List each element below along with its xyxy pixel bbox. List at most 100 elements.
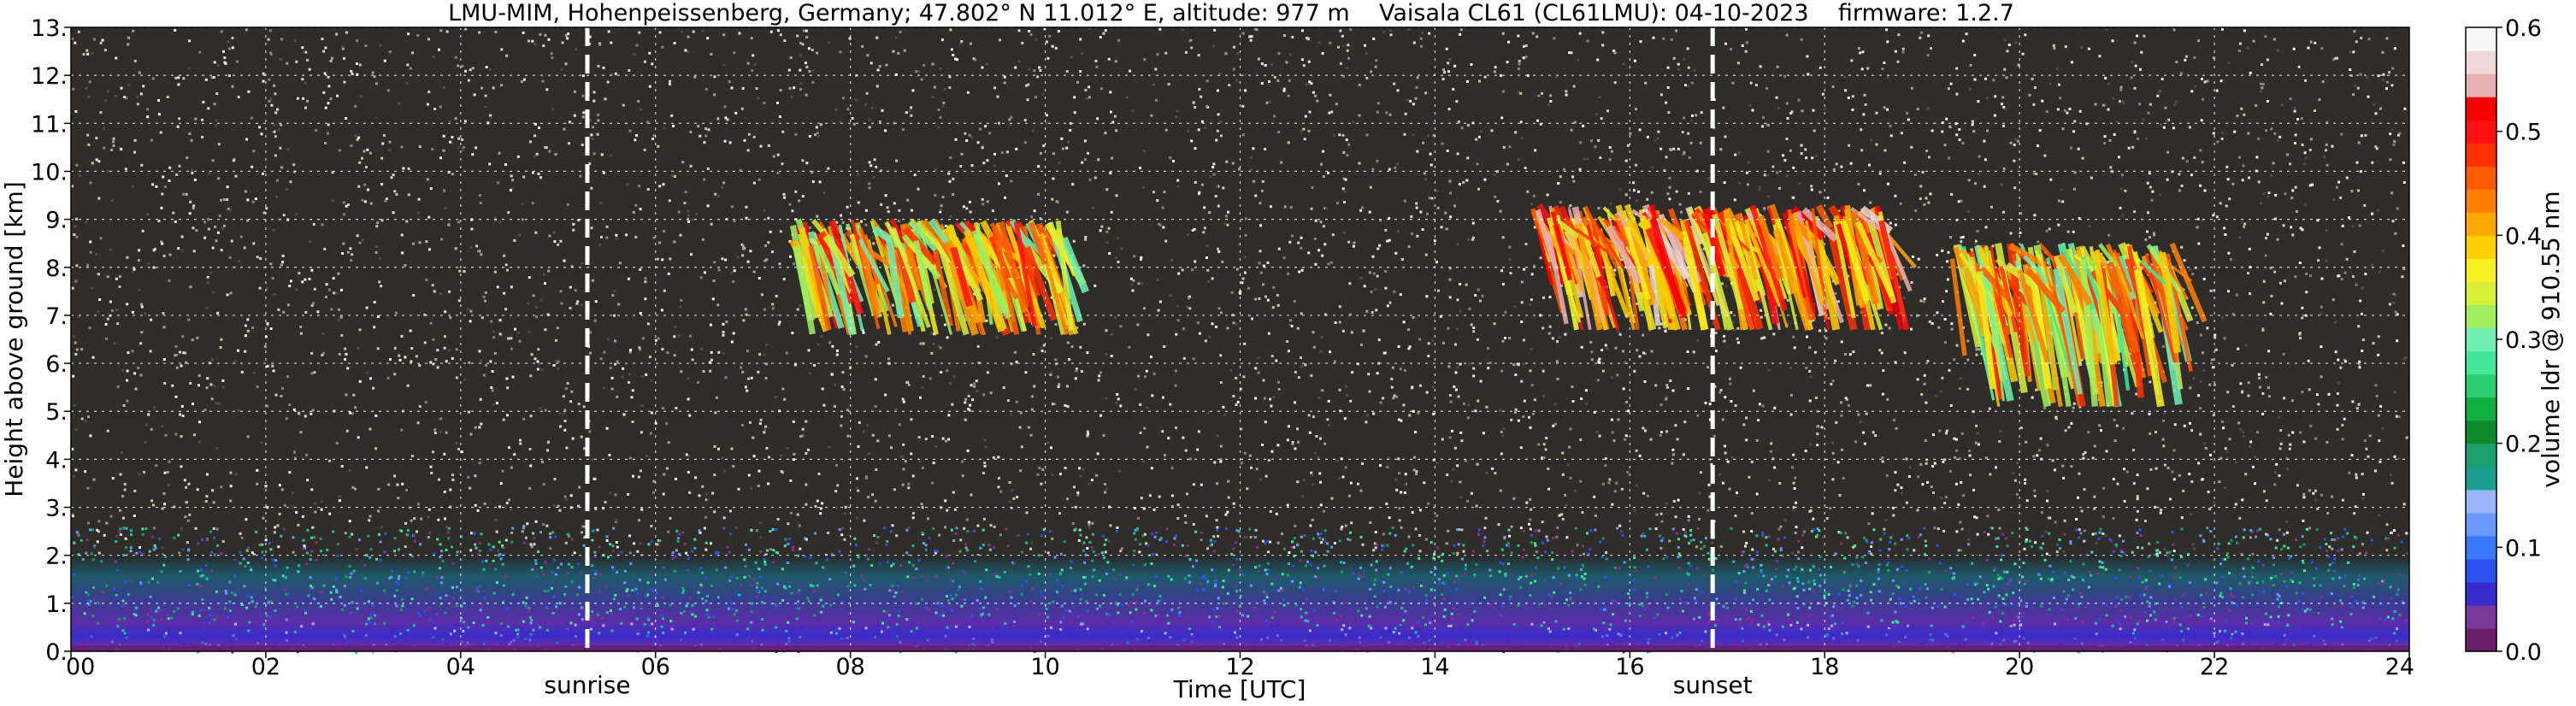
noise-speck (1015, 361, 1018, 364)
noise-speck (2136, 495, 2139, 498)
noise-speck (360, 95, 363, 98)
noise-speck (331, 171, 334, 174)
noise-speck (1907, 118, 1910, 121)
noise-speck (462, 145, 465, 149)
noise-speck (1164, 454, 1166, 457)
noise-speck (809, 226, 812, 229)
noise-speck (1942, 460, 1945, 463)
noise-speck (989, 524, 993, 527)
noise-speck (1244, 271, 1247, 274)
noise-speck (2377, 414, 2380, 417)
noise-speck (959, 42, 962, 45)
noise-speck (145, 423, 149, 427)
noise-speck (2064, 429, 2067, 432)
noise-speck (991, 209, 994, 213)
noise-speck (2009, 141, 2013, 144)
noise-speck (1084, 236, 1088, 238)
noise-speck (1141, 282, 1144, 285)
noise-speck (843, 512, 846, 515)
noise-speck (848, 37, 852, 40)
noise-speck (2042, 542, 2045, 545)
noise-speck (455, 376, 458, 379)
noise-speck (542, 44, 545, 47)
noise-speck (782, 192, 786, 196)
noise-speck (1953, 358, 1956, 362)
noise-speck (1030, 541, 1034, 544)
noise-speck (1288, 240, 1292, 244)
noise-speck (968, 200, 971, 203)
noise-speck (2059, 97, 2062, 100)
noise-speck (1929, 192, 1932, 196)
noise-speck (745, 205, 748, 209)
noise-speck (1065, 210, 1069, 214)
noise-speck (2036, 454, 2039, 457)
noise-speck (722, 333, 725, 337)
noise-speck (1110, 355, 1113, 357)
noise-speck (537, 172, 540, 175)
noise-speck (2230, 257, 2232, 261)
noise-speck (625, 233, 628, 237)
noise-speck (1544, 448, 1547, 451)
noise-speck (1054, 323, 1058, 327)
noise-speck (1085, 536, 1088, 539)
noise-speck (1847, 97, 1850, 99)
noise-speck (2274, 217, 2277, 221)
noise-speck (1894, 489, 1897, 492)
noise-speck (771, 307, 775, 310)
noise-speck (2290, 226, 2293, 229)
noise-speck (251, 165, 254, 168)
noise-speck (193, 179, 197, 181)
noise-speck (118, 146, 121, 150)
noise-speck (244, 334, 247, 338)
noise-speck (2148, 412, 2151, 415)
noise-speck (899, 30, 902, 33)
noise-speck (2290, 197, 2294, 199)
noise-speck (2309, 138, 2313, 141)
noise-speck (871, 493, 875, 497)
noise-speck (343, 80, 346, 84)
noise-speck (1942, 529, 1946, 532)
noise-speck (763, 102, 766, 104)
noise-speck (277, 308, 280, 311)
noise-speck (1524, 56, 1528, 59)
noise-speck (1087, 151, 1089, 155)
noise-speck (722, 469, 726, 473)
noise-speck (877, 340, 881, 344)
noise-speck (2334, 350, 2337, 354)
noise-speck (2185, 55, 2188, 58)
noise-speck (799, 68, 802, 72)
noise-speck (950, 48, 953, 51)
noise-speck (1829, 507, 1832, 510)
noise-speck (1598, 434, 1601, 438)
noise-speck (528, 140, 532, 144)
noise-speck (749, 250, 752, 253)
noise-speck (976, 390, 979, 393)
noise-speck (1624, 159, 1628, 162)
noise-speck (266, 324, 269, 327)
noise-speck (539, 176, 542, 179)
noise-speck (2180, 72, 2183, 75)
noise-speck (1460, 439, 1464, 443)
noise-speck (628, 129, 632, 132)
noise-speck (1677, 68, 1681, 71)
noise-speck (1797, 98, 1801, 102)
noise-speck (1459, 309, 1462, 313)
noise-speck (471, 67, 475, 70)
noise-speck (433, 108, 437, 110)
noise-speck (862, 329, 864, 332)
noise-speck (2374, 384, 2378, 387)
noise-speck (1344, 178, 1347, 181)
noise-speck (1257, 356, 1260, 360)
noise-speck (559, 425, 562, 428)
noise-speck (1616, 374, 1619, 377)
noise-speck (1156, 199, 1159, 203)
noise-speck (1341, 187, 1345, 191)
noise-speck (690, 348, 693, 351)
noise-speck (1339, 62, 1342, 65)
noise-speck (2314, 109, 2316, 112)
noise-speck (113, 342, 116, 345)
noise-speck (1249, 535, 1253, 538)
noise-speck (1519, 91, 1523, 95)
noise-speck (1143, 307, 1146, 310)
noise-speck (811, 69, 815, 73)
